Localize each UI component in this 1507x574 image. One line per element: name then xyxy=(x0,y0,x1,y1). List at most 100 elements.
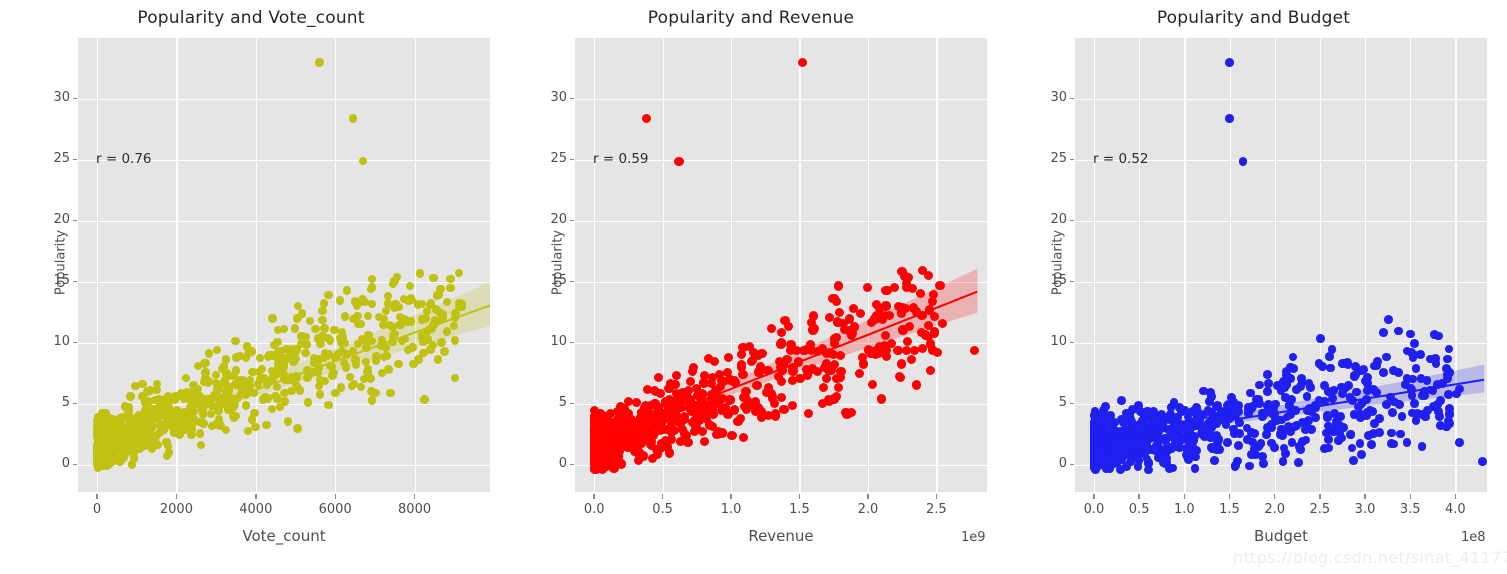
scatter-point xyxy=(1165,412,1175,422)
scatter-point xyxy=(221,426,230,435)
scatter-point xyxy=(154,395,164,404)
scatter-point xyxy=(702,400,713,411)
scatter-point xyxy=(770,411,780,421)
scatter-point xyxy=(727,430,737,441)
scatter-point xyxy=(755,362,766,372)
scatter-point xyxy=(1441,422,1451,432)
scatter-point xyxy=(140,406,150,415)
y-axis-tick-mark xyxy=(73,97,77,99)
scatter-point xyxy=(1091,423,1100,433)
scatter-point xyxy=(774,371,784,381)
scatter-point xyxy=(1286,395,1296,405)
scatter-point xyxy=(866,317,876,327)
scatter-point xyxy=(429,273,438,283)
scatter-point xyxy=(881,301,891,311)
scatter-point xyxy=(845,314,855,324)
scatter-point xyxy=(162,407,172,417)
scatter-point xyxy=(451,309,460,318)
scatter-point xyxy=(127,460,136,469)
scatter-point xyxy=(428,340,438,350)
scatter-point xyxy=(379,320,388,330)
scatter-point xyxy=(109,414,118,424)
scatter-point xyxy=(1307,425,1317,434)
scatter-point xyxy=(836,366,846,376)
x-axis-tick-mark xyxy=(593,494,595,499)
scatter-point xyxy=(632,397,642,408)
scatter-point xyxy=(1422,406,1432,415)
scatter-point xyxy=(833,318,843,328)
scatter-point xyxy=(1208,444,1218,454)
scatter-point xyxy=(368,396,377,405)
scatter-point xyxy=(237,389,246,399)
scatter-point xyxy=(1406,329,1416,339)
scatter-point xyxy=(818,344,828,354)
scatter-point xyxy=(263,394,273,403)
scatter-point xyxy=(314,363,324,372)
scatter-point xyxy=(912,380,922,390)
scatter-point xyxy=(377,368,386,378)
scatter-point xyxy=(874,341,884,351)
scatter-point xyxy=(935,280,945,290)
grid-line-horizontal xyxy=(78,99,490,101)
scatter-point xyxy=(882,351,892,362)
scatter-point xyxy=(1207,391,1217,401)
scatter-point xyxy=(1324,352,1334,361)
scatter-point xyxy=(1190,464,1200,473)
grid-line-horizontal xyxy=(1075,160,1487,162)
scatter-point xyxy=(271,391,280,400)
scatter-point xyxy=(1337,388,1347,398)
scatter-point xyxy=(95,427,105,436)
scatter-point xyxy=(777,365,788,375)
scatter-point xyxy=(1172,435,1182,444)
scatter-point xyxy=(272,352,281,361)
scatter-point xyxy=(736,363,746,373)
scatter-point xyxy=(1138,440,1148,450)
scatter-point xyxy=(351,355,360,364)
scatter-point xyxy=(911,307,921,317)
scatter-point xyxy=(829,338,839,348)
scatter-point xyxy=(241,401,251,410)
scatter-point xyxy=(609,420,620,430)
scatter-point xyxy=(1422,375,1432,385)
scatter-point xyxy=(143,432,152,441)
scatter-point xyxy=(792,346,802,356)
scatter-point xyxy=(120,402,130,411)
scatter-point xyxy=(1249,429,1259,439)
scatter-point xyxy=(859,359,869,369)
scatter-point xyxy=(139,437,149,446)
scatter-point xyxy=(802,370,812,380)
y-axis-tick-label: 0 xyxy=(40,456,77,471)
scatter-point xyxy=(301,332,311,342)
scatter-point xyxy=(786,345,796,355)
scatter-point xyxy=(671,410,681,420)
scatter-point xyxy=(1442,354,1452,364)
scatter-point xyxy=(1251,450,1261,460)
scatter-point xyxy=(179,421,188,430)
scatter-point xyxy=(366,284,375,294)
scatter-point xyxy=(871,345,881,356)
scatter-point xyxy=(1180,406,1190,415)
scatter-point xyxy=(1142,454,1152,464)
scatter-point xyxy=(1336,412,1346,421)
scatter-point xyxy=(408,343,417,352)
scatter-point xyxy=(1431,353,1441,363)
scatter-point xyxy=(1132,441,1142,451)
scatter-point xyxy=(302,340,311,349)
scatter-point xyxy=(1110,437,1120,447)
scatter-point xyxy=(1114,447,1123,457)
scatter-point xyxy=(175,430,184,439)
scatter-point xyxy=(213,394,223,403)
scatter-point xyxy=(163,419,172,428)
scatter-point xyxy=(818,382,828,392)
scatter-point xyxy=(314,355,324,364)
scatter-point xyxy=(436,284,445,293)
scatter-point xyxy=(1369,361,1379,371)
scatter-point xyxy=(1383,314,1393,324)
scatter-point xyxy=(1267,423,1277,433)
scatter-point xyxy=(1205,415,1215,425)
scatter-point xyxy=(430,316,439,325)
scatter-point xyxy=(741,404,751,414)
scatter-point xyxy=(339,358,349,368)
scatter-point xyxy=(677,424,688,435)
scatter-point xyxy=(707,389,717,399)
